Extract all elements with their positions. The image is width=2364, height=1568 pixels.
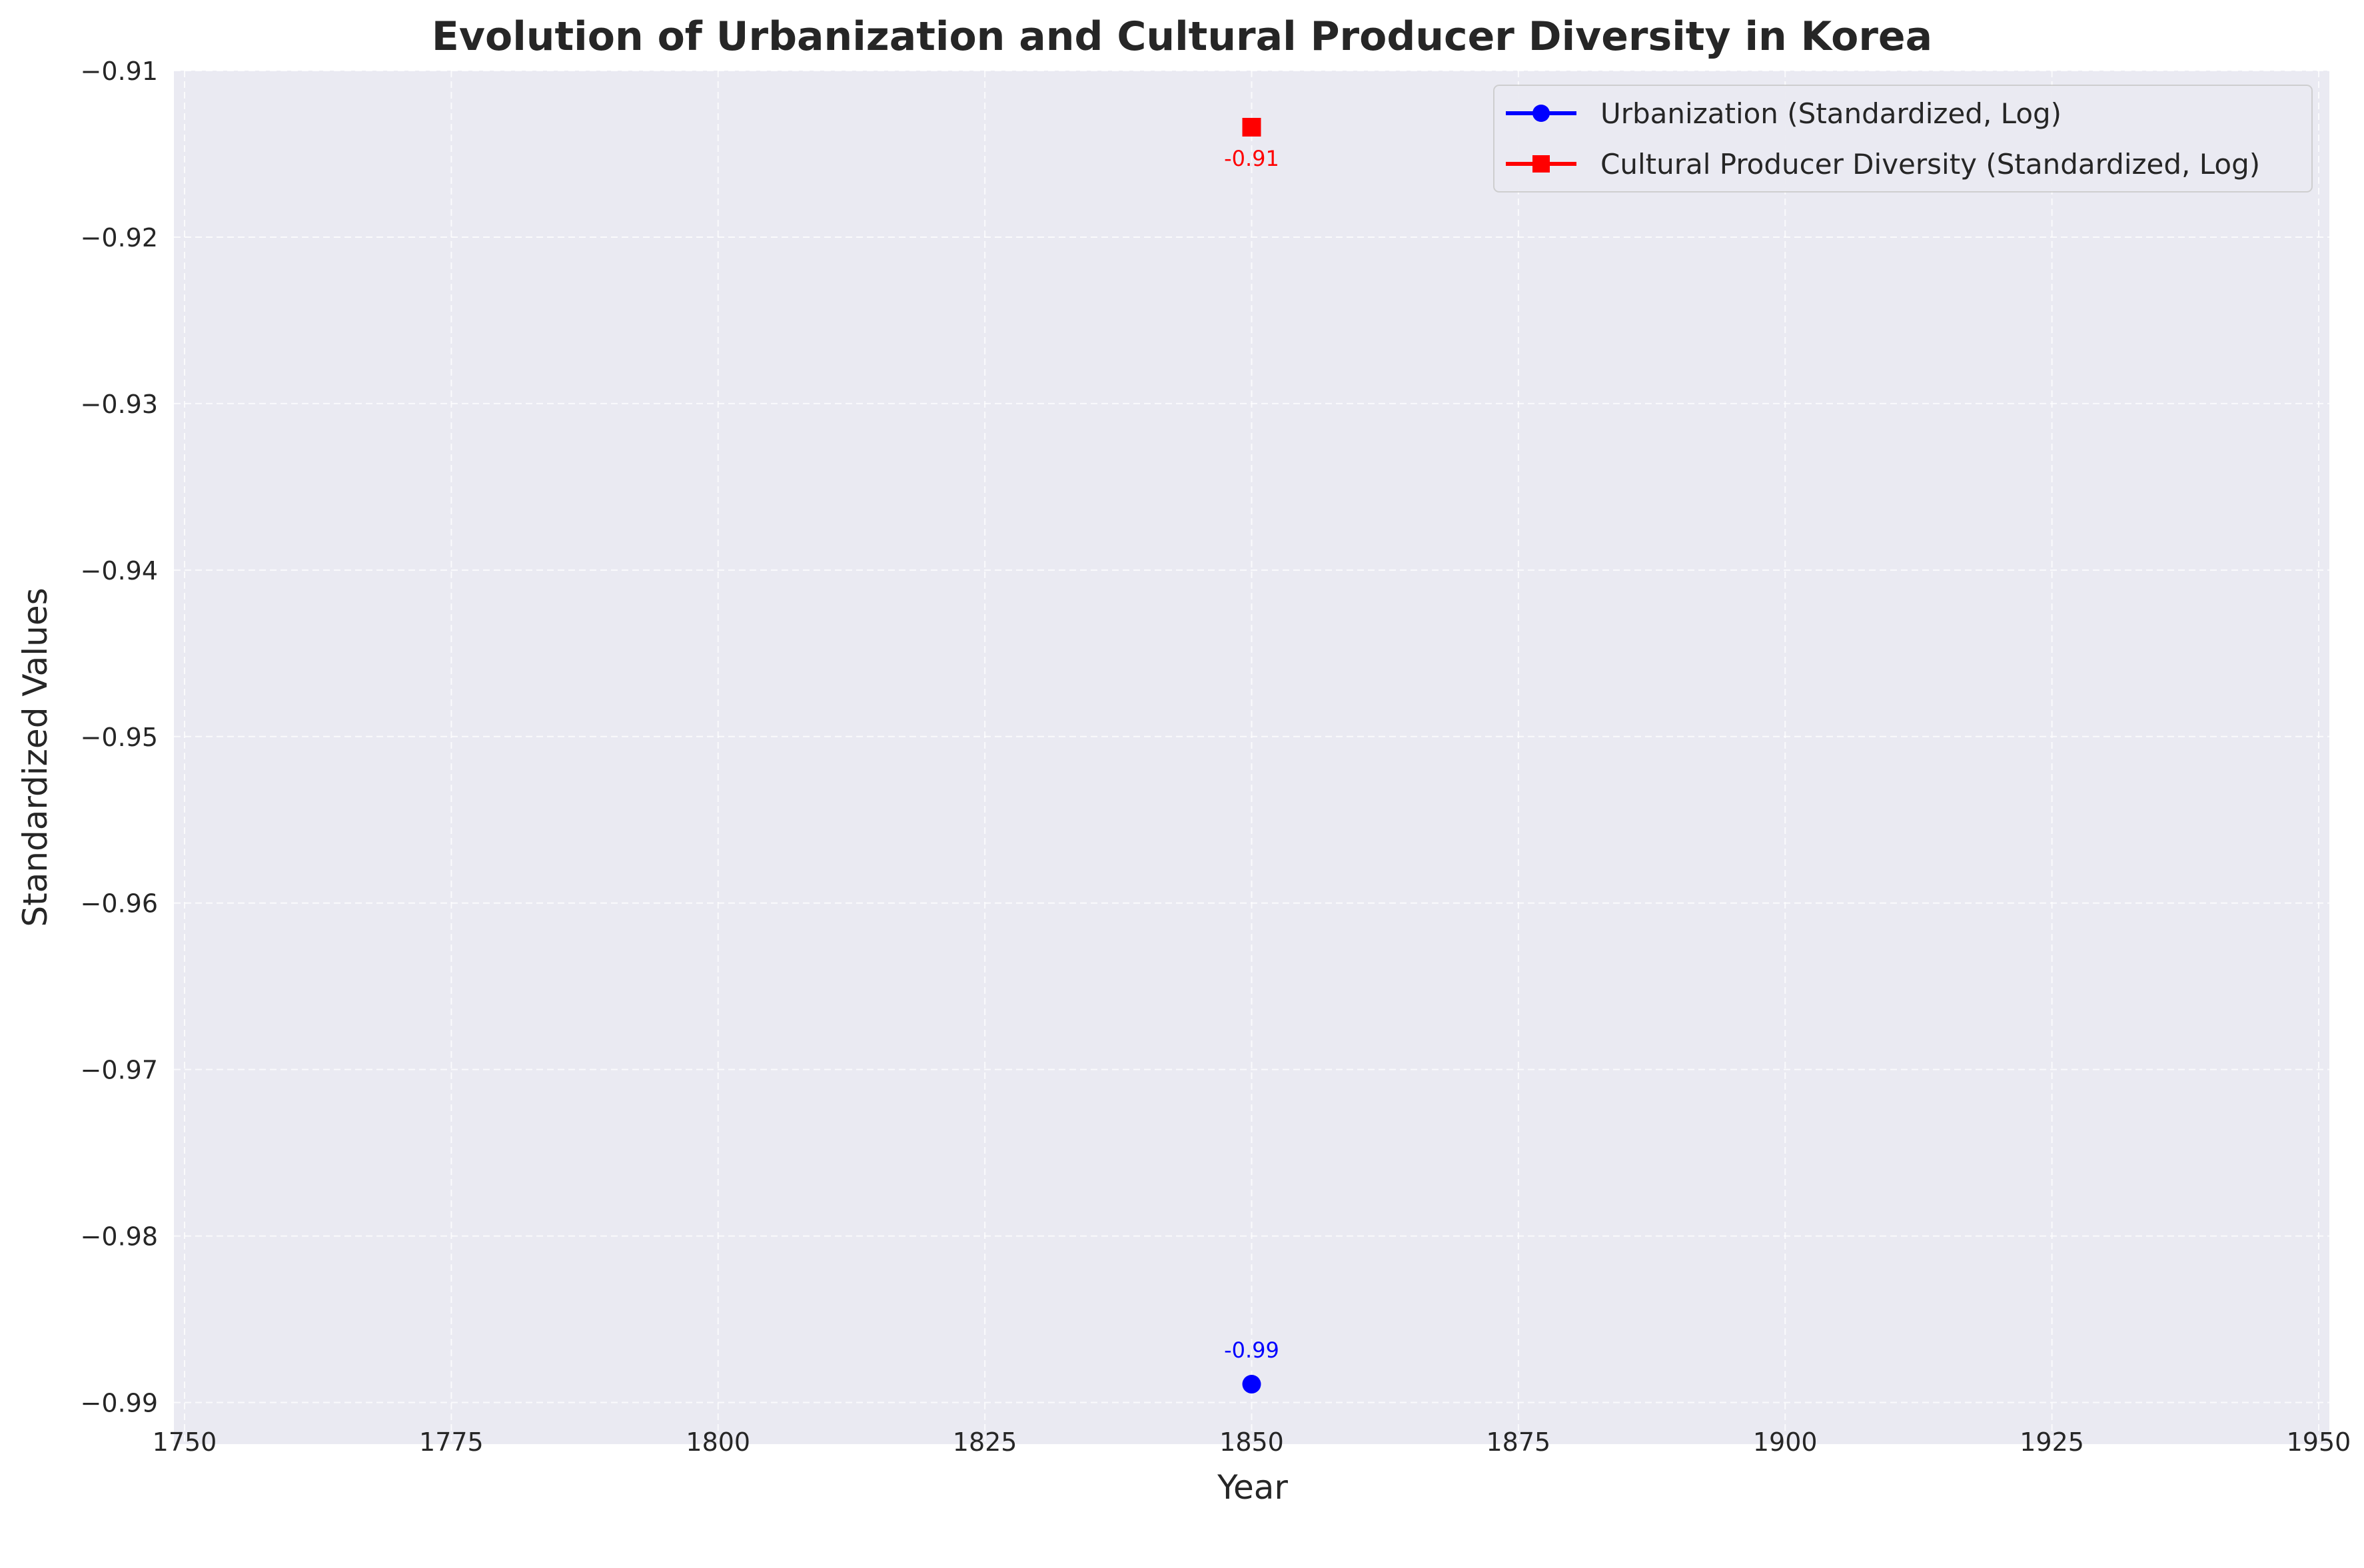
data-label: -0.99 <box>1224 1338 1279 1363</box>
x-tick-label: 1750 <box>153 1427 217 1457</box>
grid-lines <box>174 70 2329 1444</box>
x-tick-label: 1800 <box>686 1427 750 1457</box>
y-tick-label: −0.91 <box>81 57 158 86</box>
x-tick-label: 1825 <box>953 1427 1017 1457</box>
x-tick-label: 1900 <box>1753 1427 1818 1457</box>
legend-marker-circle <box>1532 105 1550 122</box>
x-tick-label: 1875 <box>1486 1427 1551 1457</box>
data-label: -0.91 <box>1224 146 1279 171</box>
y-tick-label: −0.97 <box>81 1056 158 1085</box>
y-tick-labels: −0.91 −0.92 −0.93 −0.94 −0.95 −0.96 −0.97 −0.98… <box>81 57 158 1418</box>
series-layer: -0.99 -0.91 <box>1224 117 1279 1394</box>
x-tick-label: 1925 <box>2020 1427 2084 1457</box>
y-tick-label: −0.94 <box>81 556 158 586</box>
x-tick-label: 1775 <box>419 1427 484 1457</box>
x-tick-labels: 1750 1775 1800 1825 1850 1875 1900 1925 1950 <box>153 1427 2351 1457</box>
y-tick-label: −0.92 <box>81 223 158 252</box>
chart-title: Evolution of Urbanization and Cultural P… <box>432 13 1932 60</box>
y-tick-label: −0.96 <box>81 889 158 919</box>
legend: Urbanization (Standardized, Log) Cultural… <box>1493 85 2313 193</box>
x-axis-label: Year <box>1217 1468 1288 1507</box>
legend-box <box>1493 85 2313 193</box>
x-tick-label: 1850 <box>1219 1427 1284 1457</box>
data-point-square <box>1242 117 1261 137</box>
y-tick-label: −0.98 <box>81 1222 158 1252</box>
legend-marker-square <box>1532 155 1550 173</box>
y-axis-label: Standardized Values <box>16 588 55 927</box>
y-tick-label: −0.93 <box>81 390 158 419</box>
legend-entry: Cultural Producer Diversity (Standardize… <box>1600 148 2260 181</box>
data-point-circle <box>1242 1375 1261 1394</box>
y-tick-label: −0.95 <box>81 723 158 752</box>
legend-entry: Urbanization (Standardized, Log) <box>1600 97 2062 130</box>
y-tick-label: −0.99 <box>81 1389 158 1418</box>
x-tick-label: 1950 <box>2287 1427 2351 1457</box>
